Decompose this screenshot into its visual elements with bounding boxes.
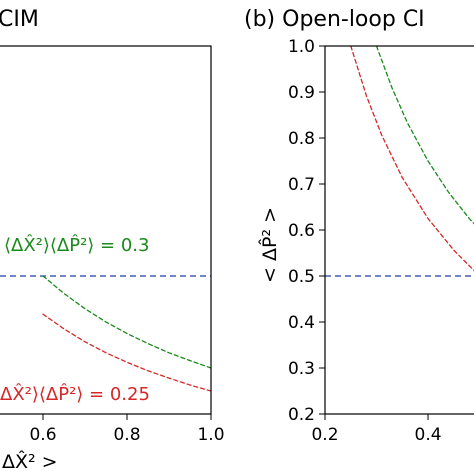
panel-a-annotation-green: ⟨ΔX̂²⟩⟨ΔP̂²⟩ = 0.3 [4,235,150,256]
panel-b-ytick-label-4: 0.6 [288,221,315,241]
panel-a-annotation-red: ΔX̂²⟩⟨ΔP̂²⟩ = 0.25 [0,384,150,405]
panel-a-xlabel: ΔX̂² > [2,451,58,473]
panel-b-ytick-label-8: 1.0 [288,37,315,57]
panel-b-ytick-label-0: 0.2 [288,405,315,425]
panel-b-ytick-label-6: 0.8 [288,129,315,149]
panel-b-xtick-label-1: 0.4 [415,425,442,445]
panel-a-series-1 [42,313,211,392]
panel-b-series-0 [375,46,474,225]
panel-b-ylabel: < ΔP̂² > [259,207,281,283]
panel-a: CIM 0.6 0.8 1.0 ⟨ΔX̂²⟩⟨ΔP̂²⟩ = 0.3 ΔX̂²⟩⟨Δ… [0,7,225,473]
panel-b-plot-area [325,46,474,277]
panel-b-xtick-label-0: 0.2 [311,425,338,445]
panel-b-title: (b) Open-loop CI [244,7,425,32]
panel-a-plot-area [0,275,211,392]
panel-a-frame [0,45,212,415]
panel-b-ytick-label-3: 0.5 [288,267,315,287]
panel-b-series-1 [350,46,474,272]
panel-b-ytick-label-5: 0.7 [288,175,315,195]
panel-b-ytick-label-1: 0.3 [288,359,315,379]
panel-b: (b) Open-loop CI 0.2 0.4 0.2 0.3 0.4 0.5 0.6 0… [244,7,474,445]
panel-a-xtick-label-1: 0.8 [113,425,140,445]
panel-b-frame [324,45,474,415]
panel-b-ytick-label-7: 0.9 [288,83,315,103]
panel-a-title: CIM [0,7,39,32]
panel-a-xtick-label-0: 0.6 [29,425,56,445]
panel-a-series-0 [42,275,211,369]
panel-b-ytick-label-2: 0.4 [288,313,315,333]
panel-a-xtick-label-2: 1.0 [197,425,224,445]
